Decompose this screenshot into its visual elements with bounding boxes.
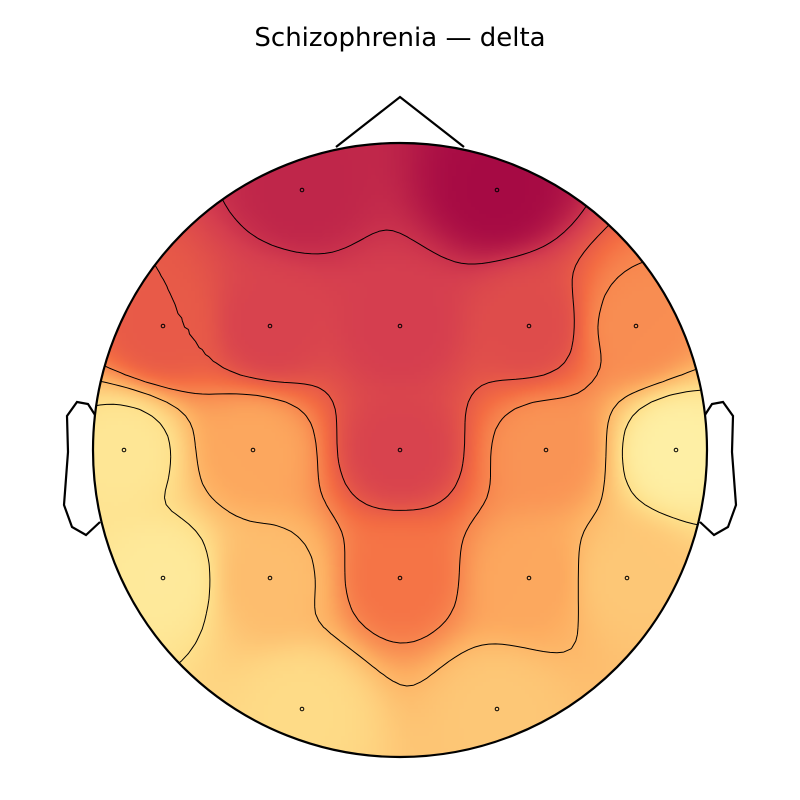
sensor-marker-14 xyxy=(267,575,273,581)
sensor-marker-4 xyxy=(267,323,273,329)
sensor-marker-15 xyxy=(397,575,403,581)
sensor-markers xyxy=(121,187,679,712)
sensor-marker-16 xyxy=(526,575,532,581)
sensor-marker-12 xyxy=(673,447,679,453)
sensor-marker-19 xyxy=(494,706,500,712)
sensor-marker-7 xyxy=(633,323,639,329)
head-map xyxy=(93,143,707,757)
sensor-marker-1 xyxy=(299,187,305,193)
sensor-marker-13 xyxy=(160,575,166,581)
sensor-marker-5 xyxy=(397,323,403,329)
sensor-marker-6 xyxy=(526,323,532,329)
sensor-marker-2 xyxy=(494,187,500,193)
sensor-marker-3 xyxy=(160,323,166,329)
right-ear-outline xyxy=(699,400,738,537)
heatmap-surface xyxy=(93,143,707,757)
chart-title: Schizophrenia — delta xyxy=(254,23,545,53)
sensor-marker-11 xyxy=(543,447,549,453)
sensor-marker-10 xyxy=(397,447,403,453)
sensor-marker-8 xyxy=(121,447,127,453)
nose-outline xyxy=(335,95,465,148)
sensor-marker-17 xyxy=(624,575,630,581)
left-ear-outline xyxy=(62,400,101,537)
head-outline xyxy=(91,141,709,759)
sensor-marker-18 xyxy=(299,706,305,712)
sensor-marker-9 xyxy=(250,447,256,453)
